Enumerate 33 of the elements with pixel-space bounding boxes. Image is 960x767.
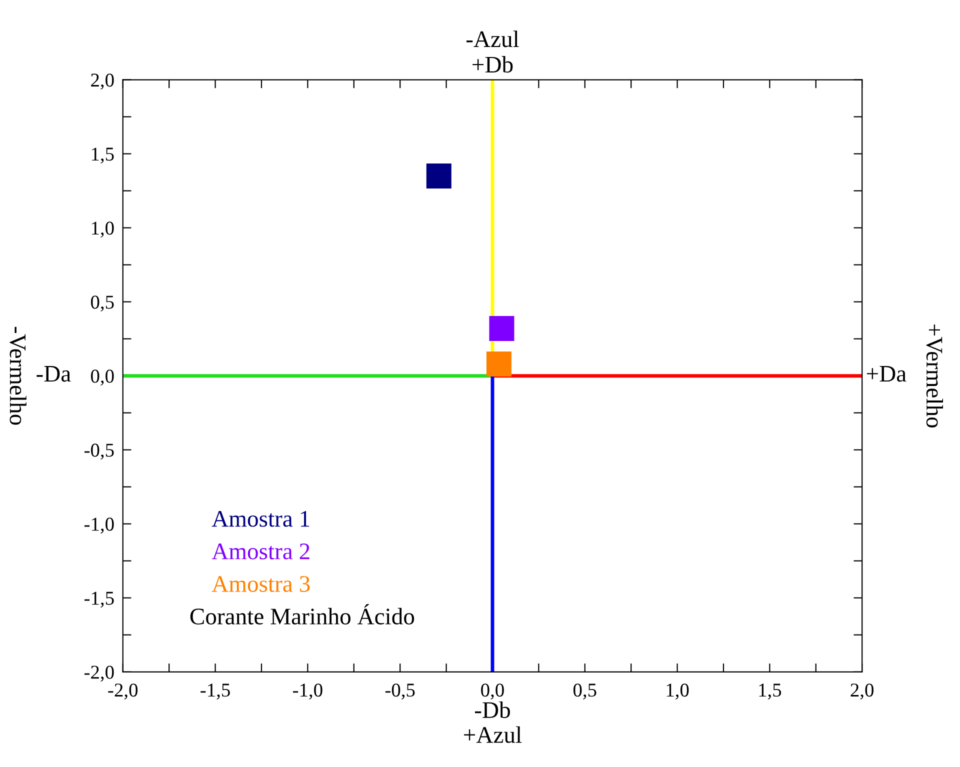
text: +Vermelho — [926, 324, 944, 428]
x-tick-label: -2,0 — [108, 684, 138, 700]
x-tick-label: 0,0 — [481, 684, 504, 700]
y-tick-label: 1,0 — [92, 222, 114, 238]
y-tick-label: 0,0 — [90, 370, 114, 386]
x-tick-label: 2,0 — [850, 684, 874, 700]
y-tick-label: -1,0 — [84, 518, 114, 534]
y-tick-label: -0,5 — [84, 444, 114, 460]
y-tick-label: -1,5 — [84, 592, 114, 608]
text: +Azul — [464, 726, 522, 743]
x-tick-label: -1,0 — [293, 684, 322, 700]
text: -Db — [475, 701, 510, 718]
text: -Vermelho — [10, 326, 26, 425]
legend-title: Corante Marinho Ácido — [190, 604, 414, 625]
x-tick-label: 1,5 — [759, 684, 782, 700]
text: -Da — [36, 366, 71, 382]
x-tick-label: -1,5 — [200, 684, 230, 700]
y-tick-label: 2,0 — [91, 74, 114, 90]
point — [486, 351, 512, 376]
text: -Azul — [466, 30, 519, 48]
x-tick-label: 1,0 — [666, 684, 689, 700]
x-tick-label: 0,5 — [573, 684, 596, 700]
y-tick-label: 1,5 — [92, 148, 114, 164]
text: Amostra 2 — [212, 544, 310, 560]
text: +Da — [866, 366, 906, 382]
text: Amostra 3 — [212, 576, 310, 592]
text: +Db — [472, 56, 513, 73]
y-tick-label: 0,5 — [90, 296, 114, 312]
point — [489, 316, 514, 341]
text: Amostra 1 — [212, 510, 310, 527]
x-tick-label: -0,5 — [385, 684, 415, 700]
y-tick-label: -2,0 — [84, 666, 114, 682]
point — [426, 163, 452, 188]
